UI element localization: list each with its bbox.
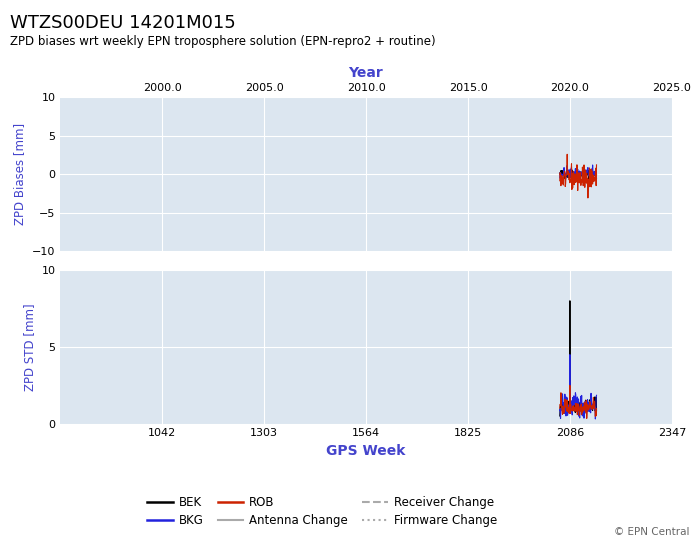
Y-axis label: ZPD STD [mm]: ZPD STD [mm] bbox=[23, 303, 36, 391]
Text: WTZS00DEU 14201M015: WTZS00DEU 14201M015 bbox=[10, 14, 237, 31]
X-axis label: Year: Year bbox=[349, 66, 383, 80]
Text: ZPD biases wrt weekly EPN troposphere solution (EPN-repro2 + routine): ZPD biases wrt weekly EPN troposphere so… bbox=[10, 35, 436, 48]
Legend: BEK, BKG, ROB, Antenna Change, Receiver Change, Firmware Change: BEK, BKG, ROB, Antenna Change, Receiver … bbox=[142, 491, 502, 531]
X-axis label: GPS Week: GPS Week bbox=[326, 444, 405, 457]
Text: © EPN Central: © EPN Central bbox=[614, 527, 690, 537]
Y-axis label: ZPD Biases [mm]: ZPD Biases [mm] bbox=[13, 123, 27, 225]
